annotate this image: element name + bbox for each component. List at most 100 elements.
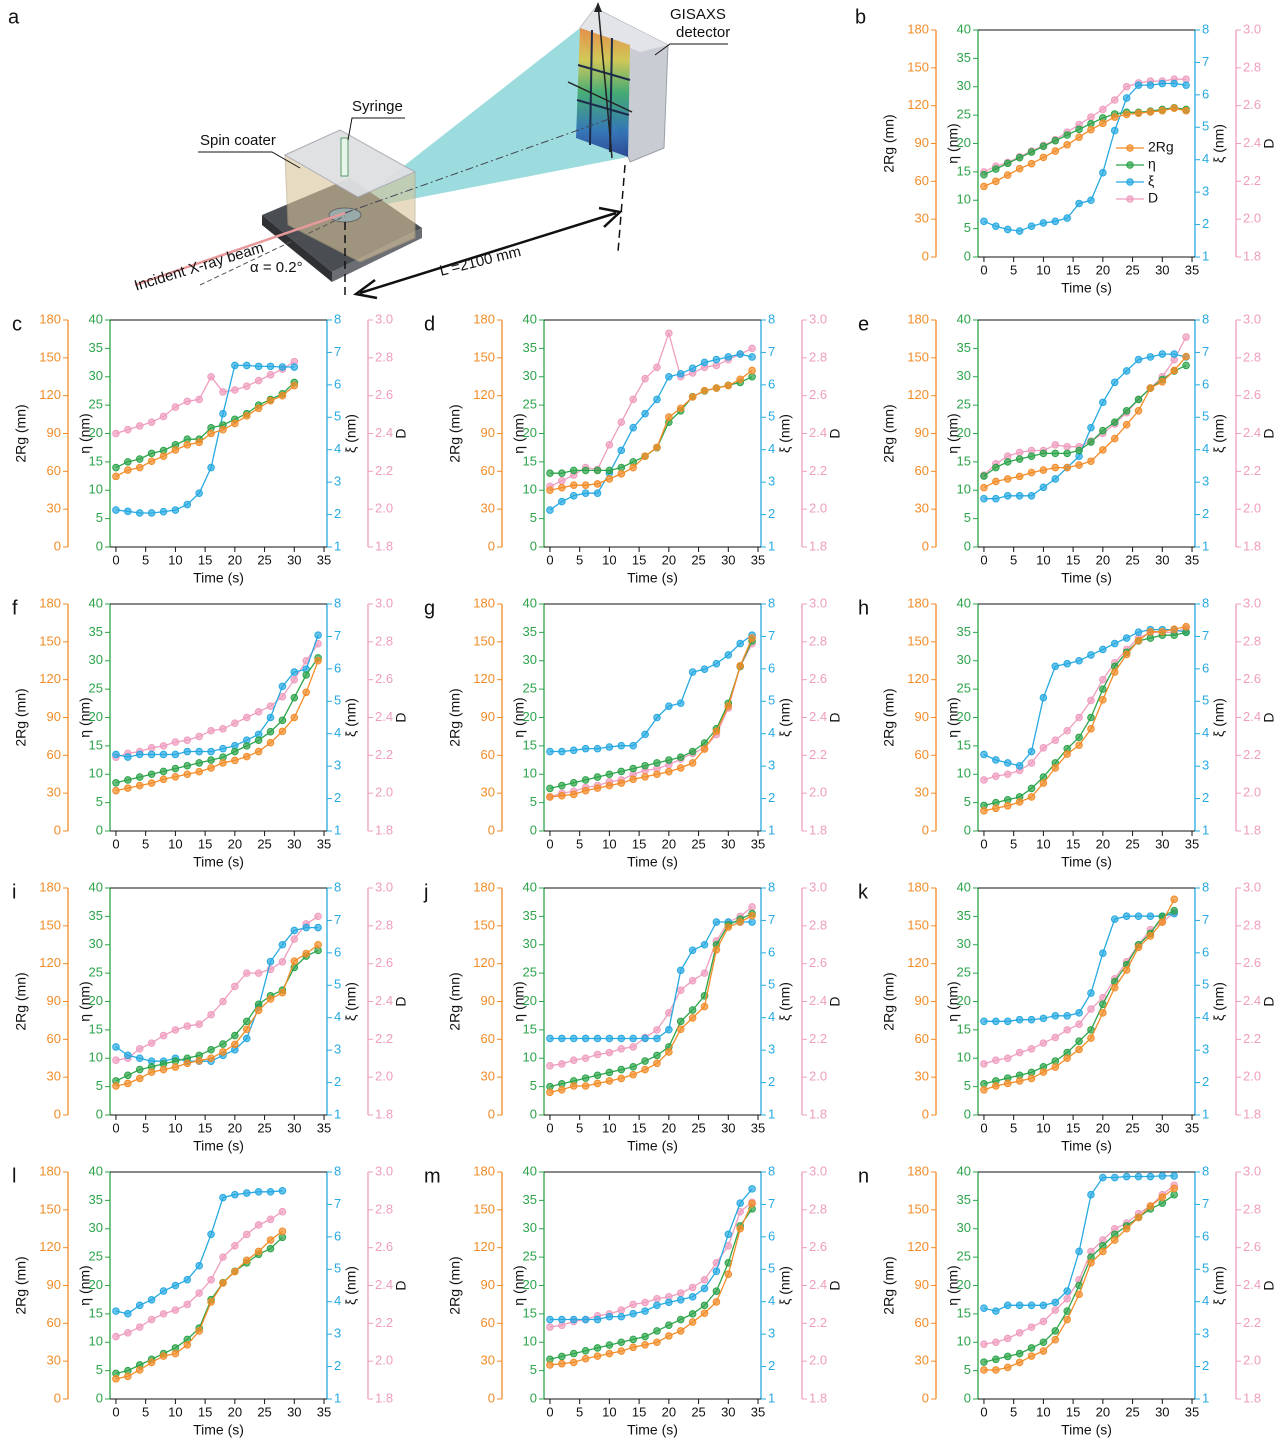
y-tick-label: 1.8 — [375, 1106, 393, 1121]
data-point — [266, 957, 275, 966]
direct-beam — [344, 117, 613, 214]
data-point — [159, 1287, 168, 1295]
data-point — [159, 412, 168, 421]
y-tick-label: 2.6 — [809, 955, 827, 970]
data-point — [1182, 622, 1190, 631]
y-tick-label: 5 — [530, 1078, 537, 1093]
legend-label: 2Rg — [1148, 139, 1174, 155]
data-point — [254, 1247, 263, 1256]
y-tick-label: 180 — [473, 1163, 495, 1178]
data-point — [1158, 350, 1167, 358]
series-line — [983, 1184, 1175, 1345]
data-point — [159, 1065, 168, 1074]
data-point — [569, 1358, 578, 1367]
data-point — [171, 403, 180, 411]
data-point — [676, 1327, 685, 1335]
y-tick-label: 35 — [523, 624, 537, 639]
data-point — [207, 1276, 215, 1284]
data-point — [183, 1275, 192, 1284]
data-point — [629, 741, 637, 750]
y-tick-label: 0 — [922, 1106, 929, 1121]
data-point — [546, 1361, 554, 1369]
data-point — [569, 1315, 578, 1324]
y-tick-label: 6 — [1202, 1228, 1209, 1243]
data-point — [1027, 747, 1036, 756]
data-point — [605, 1034, 614, 1043]
axis-label: 2Rg (mn) — [881, 114, 897, 172]
data-point — [112, 1375, 120, 1383]
data-point — [112, 429, 120, 438]
axis-label: D — [393, 1280, 409, 1290]
x-tick-label: 15 — [632, 836, 646, 851]
data-point — [1027, 1044, 1036, 1053]
y-tick-label: 2 — [1202, 1358, 1209, 1373]
data-point — [748, 1185, 756, 1193]
data-point — [1063, 659, 1071, 668]
legend-marker — [1126, 161, 1134, 169]
dashed-line — [617, 164, 626, 253]
data-point — [546, 1088, 554, 1097]
x-tick-label: 20 — [1096, 262, 1110, 277]
label: Syringe — [352, 98, 403, 115]
y-tick-label: 2.2 — [1243, 1315, 1261, 1330]
data-point — [605, 1068, 614, 1077]
data-point — [980, 750, 988, 759]
y-tick-label: 40 — [89, 879, 103, 894]
data-point — [1015, 762, 1024, 770]
y-tick-label: 2.8 — [1243, 633, 1261, 648]
y-tick-label: 35 — [523, 908, 537, 923]
data-point — [1063, 449, 1071, 458]
data-point — [569, 1034, 578, 1043]
y-tick-label: 25 — [89, 397, 103, 412]
data-point — [290, 713, 299, 722]
data-point — [665, 756, 673, 764]
data-point — [1039, 779, 1048, 787]
data-point — [147, 1039, 156, 1047]
data-point — [1015, 1301, 1024, 1310]
y-tick-label: 2.0 — [809, 785, 827, 800]
data-point — [653, 1338, 661, 1347]
data-point — [1146, 912, 1155, 921]
series-line — [115, 364, 295, 514]
data-point — [1099, 168, 1107, 177]
data-point — [617, 1065, 626, 1074]
x-tick-label: 20 — [228, 1120, 242, 1135]
y-tick-label: 60 — [481, 747, 495, 762]
y-tick-label: 0 — [922, 822, 929, 837]
x-tick-label: 10 — [1036, 1120, 1050, 1135]
y-tick-label: 2.8 — [1243, 917, 1261, 932]
y-tick-label: 60 — [47, 1315, 61, 1330]
data-point — [195, 1261, 203, 1270]
data-point — [581, 1346, 590, 1355]
y-tick-label: 2 — [768, 1074, 775, 1089]
y-tick-label: 7 — [1202, 912, 1209, 927]
data-point — [736, 1199, 744, 1207]
data-point — [242, 361, 251, 370]
data-point — [1015, 472, 1024, 481]
y-tick-label: 2.6 — [375, 1239, 393, 1254]
data-point — [1099, 685, 1107, 693]
y-tick-label: 2.4 — [809, 709, 827, 724]
y-tick-label: 35 — [89, 908, 103, 923]
data-point — [1039, 1014, 1048, 1023]
x-tick-label: 25 — [257, 1404, 271, 1419]
data-point — [290, 693, 299, 702]
data-point — [314, 656, 322, 665]
data-point — [195, 438, 203, 447]
y-tick-label: 2 — [334, 1358, 341, 1373]
detector-face — [576, 28, 630, 157]
data-point — [159, 1310, 168, 1318]
data-point — [1099, 675, 1107, 684]
data-point — [581, 466, 590, 475]
y-tick-label: 3.0 — [375, 1163, 393, 1178]
y-tick-label: 60 — [47, 747, 61, 762]
data-point — [135, 509, 144, 517]
data-point — [581, 1034, 590, 1043]
data-point — [314, 912, 322, 921]
y-tick-label: 150 — [473, 349, 495, 364]
y-tick-label: 15 — [957, 453, 971, 468]
data-point — [1075, 1290, 1083, 1299]
y-tick-label: 20 — [523, 1277, 537, 1292]
